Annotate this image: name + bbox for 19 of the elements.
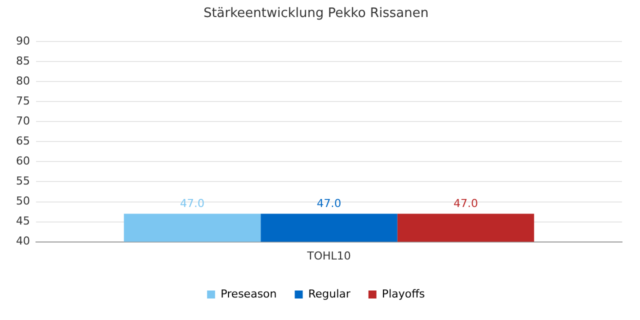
legend-label: Regular [308,287,351,300]
data-label: 47.0 [180,197,205,210]
y-tick-label: 45 [16,214,30,228]
y-tick-label: 80 [16,74,30,88]
data-label: 47.0 [316,197,342,210]
y-tick-label: 55 [16,174,30,188]
legend-label: Playoffs [382,287,426,300]
y-tick-label: 90 [16,34,30,48]
y-tick-label: 60 [16,154,30,168]
y-tick-label: 65 [16,134,30,148]
y-tick-label: 70 [16,114,30,128]
chart-title: Stärkeentwicklung Pekko Rissanen [203,6,429,22]
y-tick-label: 85 [16,54,30,68]
y-tick-label: 50 [16,194,30,208]
data-label: 47.0 [453,197,478,210]
legend-label: Preseason [220,287,277,300]
x-tick-label: TOHL10 [306,249,351,262]
y-tick-label: 40 [16,234,30,248]
y-tick-label: 75 [16,94,30,108]
